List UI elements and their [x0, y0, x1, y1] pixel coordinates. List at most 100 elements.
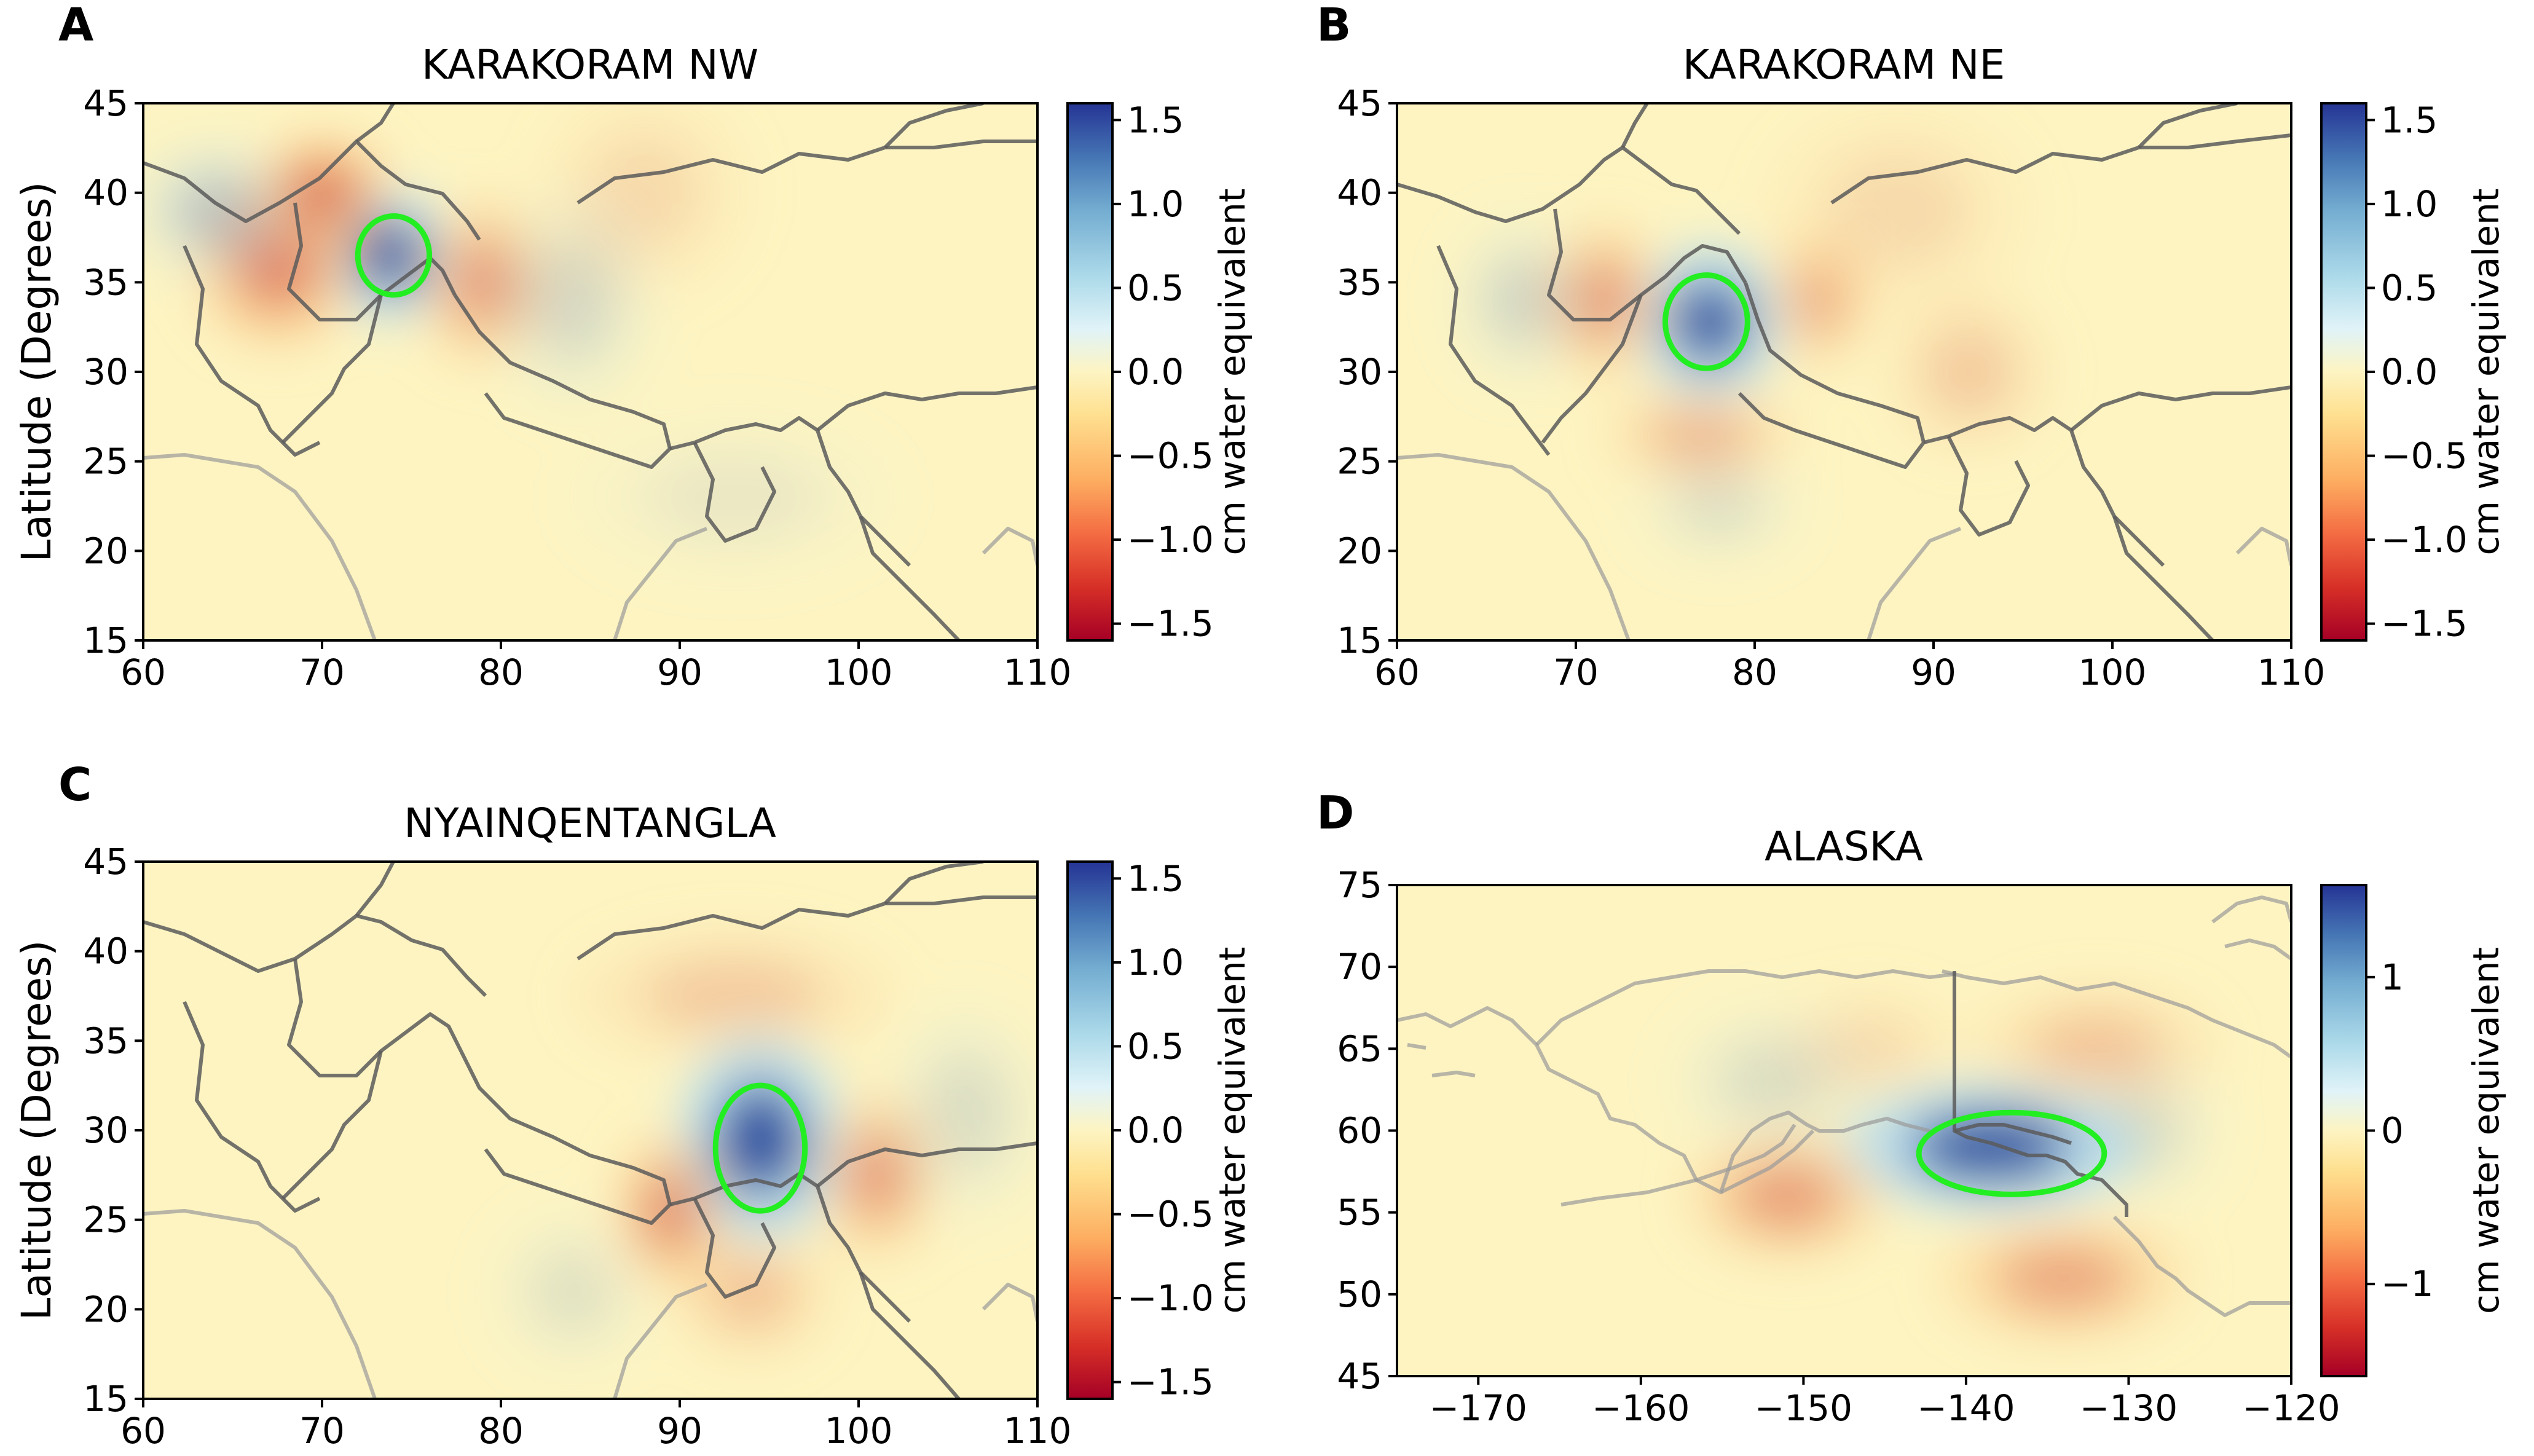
y-tick-label: 25 [1337, 441, 1382, 482]
anomaly-blob [920, 1051, 1012, 1173]
y-tick-label: 70 [1337, 946, 1382, 988]
x-tick-label: 80 [1732, 651, 1777, 693]
anomaly-blob [583, 132, 705, 254]
colorbar-tick-label: −1.0 [1127, 1277, 1214, 1319]
colorbar-gradient [1066, 860, 1114, 1400]
y-tick-label: 20 [83, 530, 128, 572]
y-tick-label: 55 [1337, 1192, 1382, 1234]
glacier-region-outline [355, 213, 433, 298]
colorbar-tick-label: −1.5 [1127, 1361, 1214, 1403]
x-tick-label: −120 [2242, 1387, 2340, 1429]
colorbar-tick-label: 1.5 [2381, 99, 2438, 141]
y-tick-label: 40 [83, 172, 128, 214]
y-tick-label: 40 [1337, 172, 1382, 214]
y-axis: 15 20 25 30 35 40 45 [83, 841, 143, 1420]
y-tick-label: 45 [1337, 1355, 1382, 1397]
x-tick-label: −160 [1592, 1387, 1690, 1429]
anomaly-field [1673, 987, 2218, 1340]
x-tick-label: 80 [478, 651, 524, 693]
x-tick-label: 70 [299, 651, 345, 693]
anomaly-blob [527, 1245, 618, 1337]
x-tick-label: 110 [1004, 651, 1072, 693]
x-tick-label: 100 [2079, 651, 2147, 693]
colorbar: 1.5 1.0 0.5 0.0 −0.5 −1.0 −1.5 cm water equival… [2320, 99, 2507, 645]
anomaly-blob [1673, 475, 1765, 537]
y-tick-label: 45 [83, 841, 128, 883]
glacier-region-outline [1662, 272, 1750, 371]
colorbar-tick-label: 0.0 [1127, 1109, 1184, 1151]
y-tick-label: 35 [83, 261, 128, 303]
y-tick-label: 25 [83, 1199, 128, 1241]
colorbar-tick-label: −1.0 [2381, 519, 2468, 561]
x-tick-label: 60 [120, 651, 166, 693]
colorbar-label: cm water equivalent [2465, 947, 2507, 1314]
panel-d: D ALASKA −170 −160 −150 −140 −130 −120 [1316, 787, 2507, 1429]
colorbar-gradient [1066, 102, 1114, 642]
colorbar: 1.5 1.0 0.5 0.0 −0.5 −1.0 −1.5 cm water equival… [1066, 857, 1253, 1403]
colorbar-label: cm water equivalent [2465, 188, 2507, 555]
panel-letter-d: D [1316, 787, 1354, 840]
colorbar-tick-label: 0.5 [1127, 267, 1184, 309]
colorbar-tick-label: −1.5 [2381, 603, 2468, 645]
x-tick-label: 100 [825, 1410, 893, 1452]
y-axis-title: Latitude (Degrees) [13, 940, 60, 1321]
y-tick-label: 30 [83, 351, 128, 393]
y-tick-label: 35 [83, 1020, 128, 1061]
colorbar-tick-label: 1.0 [1127, 183, 1184, 225]
country-borders [143, 862, 1037, 1399]
colorbar-tick-label: 0.5 [2381, 267, 2438, 309]
colorbar-tick-label: 1.0 [1127, 942, 1184, 983]
anomaly-blob [714, 1081, 806, 1197]
panel-title-c: NYAINQENTANGLA [404, 800, 776, 847]
anomaly-blob [706, 1253, 797, 1330]
anomaly-blob [1484, 254, 1560, 346]
panel-letter-c: C [58, 758, 92, 811]
x-axis: 60 70 80 90 100 110 [120, 640, 1071, 693]
anomaly-blob [1731, 1161, 1843, 1231]
anomaly-blob [1994, 1243, 2133, 1313]
x-tick-label: −140 [1917, 1387, 2015, 1429]
x-tick-label: −150 [1755, 1387, 1852, 1429]
anomaly-field [492, 929, 1037, 1372]
x-tick-label: 100 [825, 651, 893, 693]
anomaly-field [143, 103, 895, 578]
x-tick-label: −170 [1430, 1387, 1527, 1429]
panel-title-d: ALASKA [1765, 823, 1923, 870]
x-tick-label: 90 [657, 1410, 702, 1452]
panel-c: C NYAINQENTANGLA [13, 758, 1253, 1452]
colorbar-tick-label: −1 [2381, 1263, 2434, 1305]
anomaly-blob [2103, 1088, 2187, 1173]
x-tick-label: −130 [2080, 1387, 2178, 1429]
x-tick-label: 80 [478, 1410, 524, 1452]
y-axis: 45 50 55 60 65 70 75 [1337, 864, 1397, 1397]
glacier-region-outline [1916, 1109, 2107, 1197]
anomaly-blob [640, 1168, 701, 1254]
anomaly-field [1455, 103, 2050, 560]
y-tick-label: 20 [1337, 530, 1382, 572]
panel-a: A KARAKORAM NW [13, 0, 1253, 693]
colorbar-tick-label: 1.5 [1127, 857, 1184, 899]
x-tick-label: 90 [1911, 651, 1956, 693]
x-tick-label: 60 [120, 1410, 166, 1452]
colorbar-gradient [2320, 102, 2367, 642]
x-tick-label: 110 [1004, 1410, 1072, 1452]
panel-title-a: KARAKORAM NW [422, 41, 758, 89]
x-tick-label: 60 [1374, 651, 1420, 693]
y-tick-label: 15 [83, 620, 128, 661]
anomaly-blob [1907, 1111, 2074, 1183]
x-tick-label: 70 [1553, 651, 1599, 693]
colorbar-tick-label: −0.5 [1127, 1194, 1214, 1235]
colorbar-tick-label: −1.0 [1127, 519, 1214, 561]
y-tick-label: 20 [83, 1288, 128, 1330]
y-tick-label: 30 [83, 1109, 128, 1151]
panel-letter-a: A [58, 0, 93, 52]
colorbar-gradient [2320, 884, 2367, 1377]
y-axis: 15 20 25 30 35 40 45 [1337, 82, 1397, 661]
panel-letter-b: B [1316, 0, 1351, 52]
panel-b: B KARAKORAM NE [1316, 0, 2507, 693]
y-tick-label: 50 [1337, 1273, 1382, 1315]
y-tick-label: 45 [1337, 82, 1382, 124]
panel-title-b: KARAKORAM NE [1683, 41, 2005, 89]
anomaly-blob [642, 958, 825, 1034]
